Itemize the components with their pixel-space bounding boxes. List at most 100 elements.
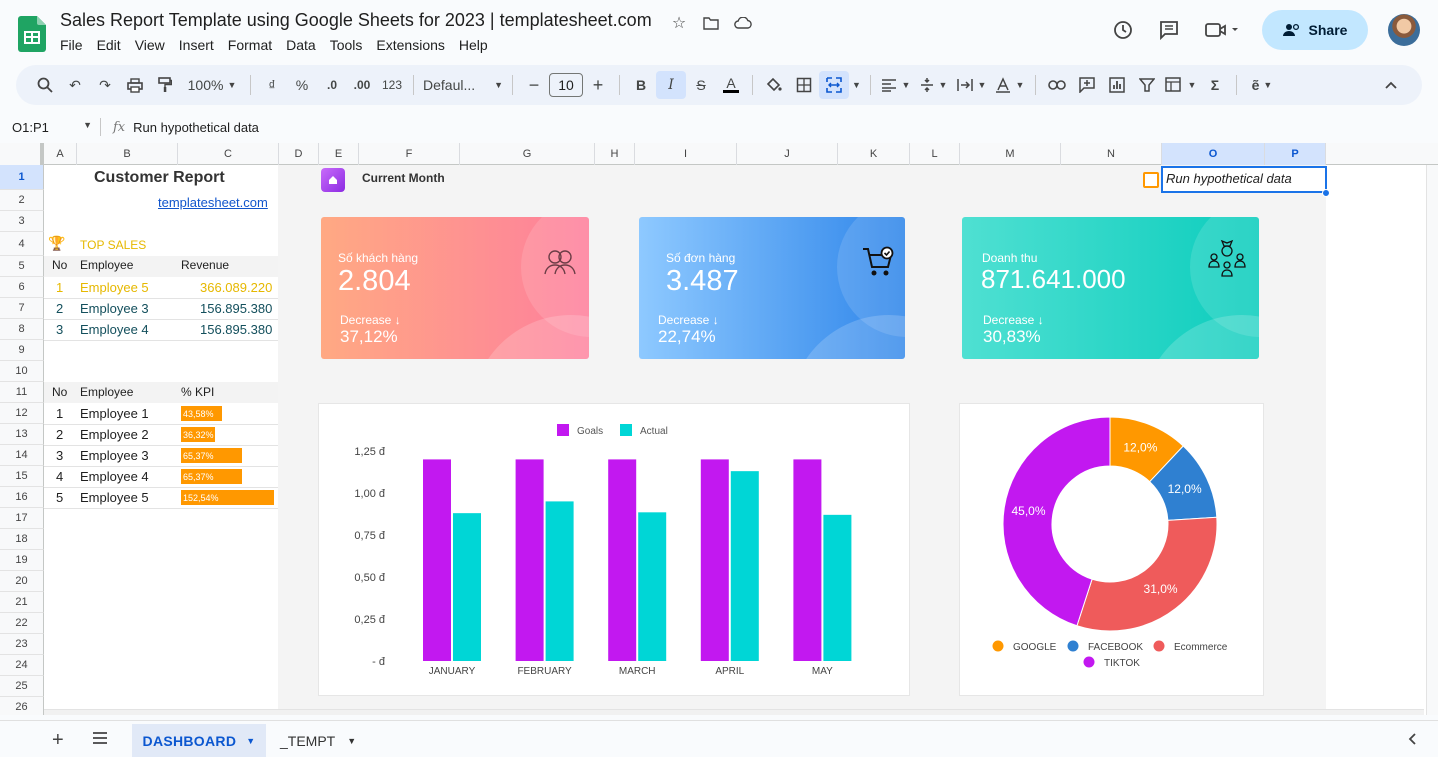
paint-format-icon[interactable] bbox=[150, 71, 180, 99]
column-header-n[interactable]: N bbox=[1061, 143, 1162, 165]
menu-data[interactable]: Data bbox=[286, 37, 316, 53]
menu-edit[interactable]: Edit bbox=[96, 37, 121, 53]
merge-cells-icon[interactable] bbox=[819, 71, 849, 99]
row-header-26[interactable]: 26 bbox=[0, 697, 44, 715]
column-header-g[interactable]: G bbox=[460, 143, 595, 165]
decrease-decimal-button[interactable]: .0 bbox=[326, 78, 337, 92]
font-size-input[interactable]: 10 bbox=[549, 73, 583, 97]
column-header-a[interactable]: A bbox=[44, 143, 77, 165]
home-badge-icon[interactable] bbox=[321, 168, 345, 192]
column-header-h[interactable]: H bbox=[595, 143, 635, 165]
zoom-select[interactable]: 100% ▼ bbox=[187, 77, 237, 93]
row-header-17[interactable]: 17 bbox=[0, 508, 44, 529]
redo-icon[interactable]: ↷ bbox=[99, 76, 111, 93]
row-header-11[interactable]: 11 bbox=[0, 382, 44, 403]
column-header-b[interactable]: B bbox=[77, 143, 178, 165]
text-wrapping-icon[interactable]: ▼ bbox=[953, 71, 991, 99]
bold-icon[interactable]: B bbox=[635, 77, 647, 93]
insert-chart-icon[interactable] bbox=[1102, 71, 1132, 99]
column-header-f[interactable]: F bbox=[359, 143, 460, 165]
selection-handle[interactable] bbox=[1322, 189, 1330, 197]
column-header-e[interactable]: E bbox=[319, 143, 359, 165]
decrease-font-size-icon[interactable]: − bbox=[528, 74, 540, 95]
row-header-4[interactable]: 4 bbox=[0, 232, 44, 256]
row-header-1[interactable]: 1 bbox=[0, 165, 44, 190]
text-color-icon[interactable]: A bbox=[716, 71, 746, 99]
row-header-24[interactable]: 24 bbox=[0, 655, 44, 676]
row-header-22[interactable]: 22 bbox=[0, 613, 44, 634]
search-menus-icon[interactable] bbox=[30, 71, 60, 99]
comments-icon[interactable] bbox=[1156, 17, 1182, 43]
row-header-18[interactable]: 18 bbox=[0, 529, 44, 550]
row-header-23[interactable]: 23 bbox=[0, 634, 44, 655]
column-header-l[interactable]: L bbox=[910, 143, 960, 165]
tab-tempt-caret-icon[interactable]: ▼ bbox=[347, 736, 357, 746]
row-header-6[interactable]: 6 bbox=[0, 277, 44, 298]
insert-comment-icon[interactable] bbox=[1072, 71, 1102, 99]
text-rotation-icon[interactable]: ▼ bbox=[991, 71, 1029, 99]
selected-range-o1-p1[interactable] bbox=[1161, 166, 1327, 193]
row-header-8[interactable]: 8 bbox=[0, 319, 44, 340]
row-header-21[interactable]: 21 bbox=[0, 592, 44, 613]
tab-tempt[interactable]: _TEMPT ▼ bbox=[280, 724, 356, 757]
channel-donut-chart[interactable]: 12,0% 12,0% 31,0% 45,0% GOOGLE FACEBOOK Ecomme… bbox=[959, 403, 1264, 696]
sheets-logo-icon[interactable] bbox=[18, 16, 46, 52]
share-button[interactable]: Share bbox=[1262, 10, 1368, 50]
format-percent-button[interactable]: % bbox=[295, 77, 309, 93]
row-header-3[interactable]: 3 bbox=[0, 211, 44, 232]
column-header-c[interactable]: C bbox=[178, 143, 279, 165]
document-title[interactable]: Sales Report Template using Google Sheet… bbox=[60, 10, 652, 30]
vertical-scrollbar[interactable] bbox=[1426, 165, 1438, 715]
row-header-7[interactable]: 7 bbox=[0, 298, 44, 319]
row-header-5[interactable]: 5 bbox=[0, 256, 44, 277]
sidebar-collapse-icon[interactable] bbox=[1408, 732, 1416, 750]
format-currency-button[interactable]: ₫ bbox=[268, 77, 276, 93]
print-icon[interactable] bbox=[120, 71, 150, 99]
borders-icon[interactable] bbox=[789, 71, 819, 99]
italic-icon[interactable]: I bbox=[656, 71, 686, 99]
menu-tools[interactable]: Tools bbox=[329, 37, 363, 53]
templatesheet-link[interactable]: templatesheet.com bbox=[158, 195, 268, 210]
goals-actual-chart[interactable]: 1,25 đ 1,00 đ 0,75 đ 0,50 đ 0,25 đ - đ Goals Ac… bbox=[318, 403, 910, 696]
tab-dashboard[interactable]: DASHBOARD ▼ bbox=[132, 724, 266, 757]
row-header-19[interactable]: 19 bbox=[0, 550, 44, 571]
row-header-15[interactable]: 15 bbox=[0, 466, 44, 487]
tab-dashboard-caret-icon[interactable]: ▼ bbox=[246, 736, 256, 746]
increase-decimal-button[interactable]: .00 bbox=[353, 78, 371, 92]
select-all-corner[interactable] bbox=[0, 143, 44, 165]
move-folder-icon[interactable] bbox=[700, 12, 722, 34]
column-header-i[interactable]: I bbox=[635, 143, 737, 165]
merge-dropdown-icon[interactable]: ▼ bbox=[852, 80, 861, 90]
column-header-o[interactable]: O bbox=[1162, 143, 1265, 165]
row-header-12[interactable]: 12 bbox=[0, 403, 44, 424]
row-header-13[interactable]: 13 bbox=[0, 424, 44, 445]
increase-font-size-icon[interactable]: + bbox=[592, 74, 604, 95]
formula-input[interactable]: Run hypothetical data bbox=[133, 119, 259, 135]
row-header-2[interactable]: 2 bbox=[0, 190, 44, 211]
vertical-align-icon[interactable]: ▼ bbox=[915, 71, 953, 99]
functions-icon[interactable]: Σ bbox=[1210, 77, 1220, 93]
row-header-9[interactable]: 9 bbox=[0, 340, 44, 361]
avatar[interactable] bbox=[1388, 14, 1420, 46]
filter-icon[interactable] bbox=[1132, 71, 1162, 99]
sheet-grid[interactable]: A B C D E F G H I J K L M N O P 1 2 3 4 … bbox=[0, 143, 1438, 715]
meet-video-icon[interactable] bbox=[1202, 17, 1242, 43]
insert-link-icon[interactable] bbox=[1042, 71, 1072, 99]
row-header-25[interactable]: 25 bbox=[0, 676, 44, 697]
column-header-m[interactable]: M bbox=[960, 143, 1061, 165]
menu-file[interactable]: File bbox=[60, 37, 83, 53]
font-family-select[interactable]: Defaul... ▼ bbox=[423, 77, 503, 93]
all-sheets-icon[interactable] bbox=[92, 731, 108, 750]
row-header-14[interactable]: 14 bbox=[0, 445, 44, 466]
filter-views-icon[interactable]: ▼ bbox=[1162, 71, 1200, 99]
hypothetical-checkbox[interactable] bbox=[1143, 172, 1159, 188]
column-header-j[interactable]: J bbox=[737, 143, 838, 165]
fill-color-icon[interactable] bbox=[759, 71, 789, 99]
undo-icon[interactable]: ↶ bbox=[69, 76, 81, 93]
add-sheet-icon[interactable]: + bbox=[52, 729, 64, 751]
menu-extensions[interactable]: Extensions bbox=[376, 37, 445, 53]
cloud-status-icon[interactable] bbox=[732, 12, 754, 34]
number-format-button[interactable]: 123 bbox=[381, 78, 403, 92]
strikethrough-icon[interactable]: S bbox=[696, 77, 706, 93]
menu-help[interactable]: Help bbox=[458, 37, 488, 53]
